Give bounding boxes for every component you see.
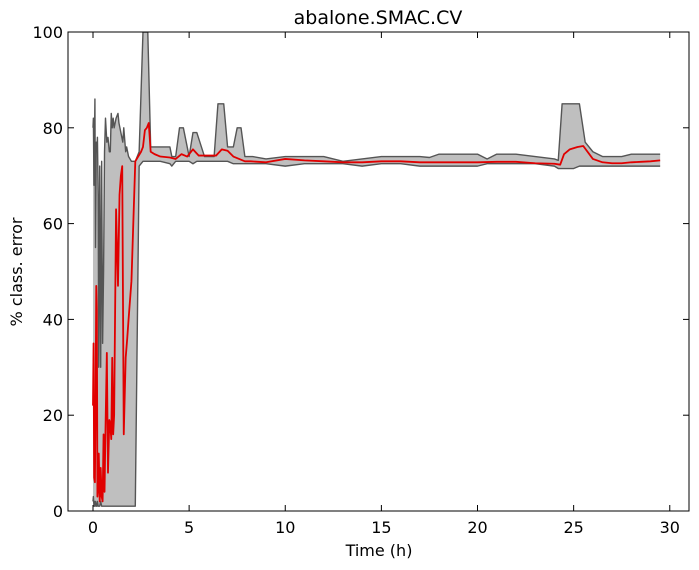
- band-lower-edge: [92, 160, 661, 507]
- x-tick-label: 5: [184, 518, 194, 537]
- confidence-band: [92, 32, 661, 507]
- x-tick-label: 30: [660, 518, 680, 537]
- chart-title: abalone.SMAC.CV: [294, 7, 463, 29]
- plot-frame: [67, 31, 690, 512]
- x-tick-label: 25: [563, 518, 583, 537]
- x-tick-label: 15: [371, 518, 391, 537]
- axes: 0 5 10 15 20 25 30 0 20 40 60 80 100: [32, 23, 690, 537]
- band-upper-edge: [92, 32, 661, 368]
- x-tick-label: 20: [467, 518, 487, 537]
- y-tick-label: 60: [43, 215, 63, 234]
- x-tick-label: 0: [88, 518, 98, 537]
- y-tick-label: 100: [32, 23, 63, 42]
- mean-line: [92, 122, 661, 503]
- y-tick-label: 20: [43, 406, 63, 425]
- x-axis-label: Time (h): [345, 541, 413, 560]
- y-tick-label: 80: [43, 119, 63, 138]
- x-tick-label: 10: [275, 518, 295, 537]
- y-tick-label: 40: [43, 310, 63, 329]
- y-axis-label: % class. error: [7, 217, 26, 326]
- y-tick-label: 0: [53, 502, 63, 521]
- plot-area: [92, 32, 661, 507]
